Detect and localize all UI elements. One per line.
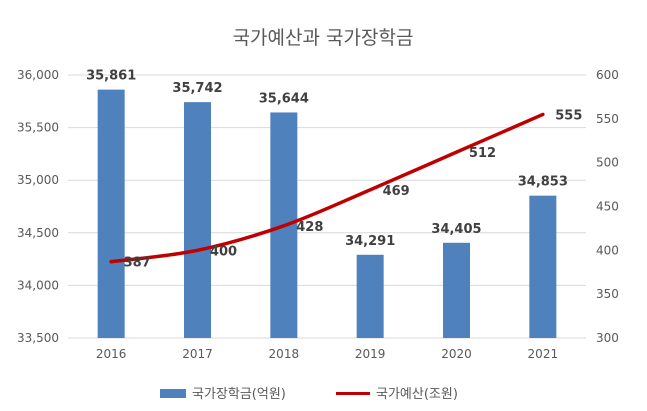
legend-label-line: 국가예산(조원): [376, 387, 458, 402]
line-point: [196, 248, 199, 252]
line-point: [282, 224, 286, 228]
bar-data-label: 34,291: [345, 234, 395, 249]
y-left-tick-label: 34,000: [17, 278, 59, 292]
bar: [443, 242, 470, 338]
bar-data-label: 35,644: [259, 91, 309, 106]
line-point: [455, 150, 458, 154]
line-data-label: 400: [210, 244, 237, 259]
line-path: [109, 112, 545, 264]
gridlines: [68, 74, 586, 339]
bar: [184, 102, 211, 338]
bar-data-label: 35,742: [172, 81, 222, 96]
y-left-tick-label: 34,500: [17, 226, 59, 240]
line-point: [541, 112, 545, 116]
y-right-tick-label: 550: [596, 112, 619, 126]
bar: [97, 89, 125, 338]
y-right-tick-label: 500: [596, 156, 619, 170]
data-labels: 35,861 35,742 35,644 34,291 34,405 34,853 387 4…: [86, 69, 582, 271]
y-axis-right: 300 350 400 450 500 550 600: [596, 68, 619, 345]
x-tick-label: 2021: [528, 347, 559, 361]
y-right-tick-label: 400: [596, 243, 619, 257]
legend-label-bar: 국가장학금(억원): [192, 387, 286, 402]
y-left-tick-label: 35,000: [17, 173, 59, 187]
line-data-label: 512: [469, 146, 496, 161]
chart-title: 국가예산과 국가장학금: [233, 27, 414, 49]
y-right-tick-label: 300: [596, 331, 619, 345]
bar-data-label: 34,853: [518, 175, 568, 190]
y-right-tick-label: 350: [596, 287, 619, 301]
x-axis: 2016 2017 2018 2019 2020 2021: [96, 347, 558, 361]
line-data-label: 428: [296, 220, 323, 235]
line-point: [109, 260, 113, 264]
x-tick-label: 2016: [96, 347, 127, 361]
x-tick-label: 2017: [182, 347, 213, 361]
y-left-tick-label: 36,000: [17, 68, 59, 82]
line-data-label: 555: [555, 108, 582, 123]
legend-swatch-bar: [160, 389, 186, 398]
bar-series: [97, 89, 557, 338]
bar: [356, 254, 384, 338]
line-data-label: 469: [383, 184, 410, 199]
x-tick-label: 2018: [269, 347, 300, 361]
legend: 국가장학금(억원) 국가예산(조원): [160, 387, 458, 402]
y-right-tick-label: 600: [596, 68, 619, 82]
line-point: [368, 188, 372, 192]
x-tick-label: 2020: [441, 347, 472, 361]
y-axis-left: 33,500 34,000 34,500 35,000 35,500 36,000: [17, 68, 59, 345]
y-left-tick-label: 35,500: [17, 121, 59, 135]
y-left-tick-label: 33,500: [17, 331, 59, 345]
x-tick-label: 2019: [355, 347, 386, 361]
line-series: [109, 112, 545, 264]
bar-data-label: 34,405: [431, 222, 481, 237]
bar: [529, 195, 557, 338]
line-data-label: 387: [124, 256, 151, 271]
bar-data-label: 35,861: [86, 69, 136, 84]
y-right-tick-label: 450: [596, 200, 619, 214]
